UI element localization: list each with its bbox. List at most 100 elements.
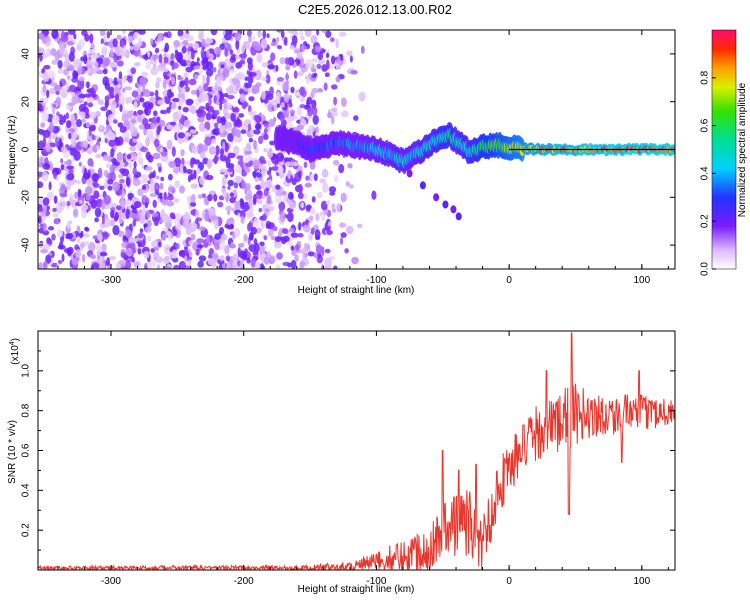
noise-speckle [166, 124, 174, 130]
noise-speckle [316, 63, 322, 70]
noise-speckle [55, 90, 60, 95]
noise-speckle [298, 168, 302, 179]
noise-speckle [183, 166, 187, 174]
noise-speckle [248, 137, 254, 143]
noise-speckle [76, 179, 81, 185]
noise-speckle [141, 213, 146, 223]
noise-speckle [344, 248, 349, 254]
noise-speckle [229, 192, 235, 197]
noise-speckle [302, 224, 311, 233]
noise-speckle [211, 128, 219, 135]
noise-speckle [255, 227, 262, 234]
colorbar: 0.0 0.2 0.4 0.6 0.8 Normalized spectral ampl… [700, 29, 748, 276]
noise-speckle [241, 101, 249, 108]
noise-speckle [71, 77, 79, 83]
noise-speckle [263, 235, 267, 241]
noise-speckle [321, 213, 326, 222]
noise-speckle [192, 145, 198, 155]
noise-speckle [309, 215, 314, 221]
noise-speckle [252, 250, 259, 256]
noise-speckle [125, 208, 130, 219]
noise-speckle [265, 223, 271, 229]
noise-speckle [81, 253, 86, 263]
noise-speckle [134, 61, 141, 67]
noise-speckle [214, 221, 219, 230]
noise-speckle [118, 94, 126, 104]
noise-speckle [178, 105, 182, 110]
noise-speckle [124, 229, 133, 239]
noise-speckle [245, 182, 251, 191]
noise-speckle [145, 61, 151, 70]
noise-speckle [183, 33, 190, 39]
noise-speckle [299, 96, 306, 103]
noise-speckle [90, 54, 97, 64]
noise-speckle [96, 144, 100, 151]
noise-speckle [280, 113, 285, 124]
noise-speckle [57, 60, 63, 69]
noise-speckle [184, 255, 188, 264]
noise-speckle [60, 196, 65, 203]
noise-speckle [41, 68, 46, 74]
noise-speckle [107, 185, 113, 191]
noise-speckle [199, 176, 205, 186]
noise-speckle [171, 101, 177, 111]
noise-speckle [226, 223, 234, 230]
noise-speckle [87, 30, 91, 36]
noise-speckle [294, 49, 301, 54]
noise-speckle [78, 162, 82, 167]
noise-speckle [190, 233, 196, 241]
noise-speckle [285, 175, 293, 184]
noise-speckle [161, 151, 168, 157]
noise-speckle [214, 233, 221, 240]
noise-speckle [353, 115, 359, 121]
noise-speckle [153, 110, 158, 117]
noise-speckle [339, 237, 344, 246]
noise-speckle [285, 65, 291, 71]
noise-speckle [220, 148, 224, 156]
noise-speckle [267, 228, 274, 237]
noise-speckle [65, 112, 69, 120]
noise-speckle [177, 92, 185, 98]
noise-speckle [93, 190, 100, 199]
noise-speckle [227, 209, 231, 216]
noise-speckle [118, 210, 123, 218]
noise-speckle [188, 78, 197, 86]
noise-speckle [115, 93, 120, 103]
noise-speckle [115, 47, 123, 57]
noise-speckle [84, 226, 89, 232]
noise-speckle [38, 57, 41, 67]
noise-speckle [139, 97, 145, 103]
noise-speckle [287, 56, 295, 66]
noise-speckle [202, 157, 209, 165]
noise-speckle [132, 167, 137, 176]
noise-speckle [275, 64, 279, 72]
noise-speckle [244, 167, 251, 173]
noise-speckle [144, 202, 149, 209]
noise-speckle [112, 99, 116, 106]
noise-speckle [146, 219, 152, 228]
noise-speckle [45, 142, 51, 152]
snr-scale-factor: (x104) [9, 338, 21, 365]
noise-speckle [153, 182, 160, 192]
noise-speckle [157, 241, 162, 248]
noise-speckle [143, 250, 150, 259]
noise-speckle [257, 32, 263, 37]
branch-point [442, 200, 449, 209]
noise-speckle [220, 116, 226, 126]
noise-speckle [109, 62, 118, 68]
noise-speckle [309, 173, 314, 182]
noise-speckle [65, 81, 70, 90]
noise-speckle [111, 157, 117, 164]
noise-speckle [206, 61, 214, 71]
noise-speckle [74, 191, 79, 199]
noise-speckle [285, 72, 289, 81]
noise-speckle [321, 30, 327, 34]
noise-speckle [151, 212, 159, 218]
noise-speckle [109, 255, 116, 261]
noise-speckle [61, 253, 65, 262]
noise-speckle [150, 66, 159, 76]
noise-speckle [233, 136, 239, 143]
noise-speckle [168, 186, 175, 192]
noise-speckle [68, 30, 76, 36]
noise-speckle [200, 48, 205, 58]
